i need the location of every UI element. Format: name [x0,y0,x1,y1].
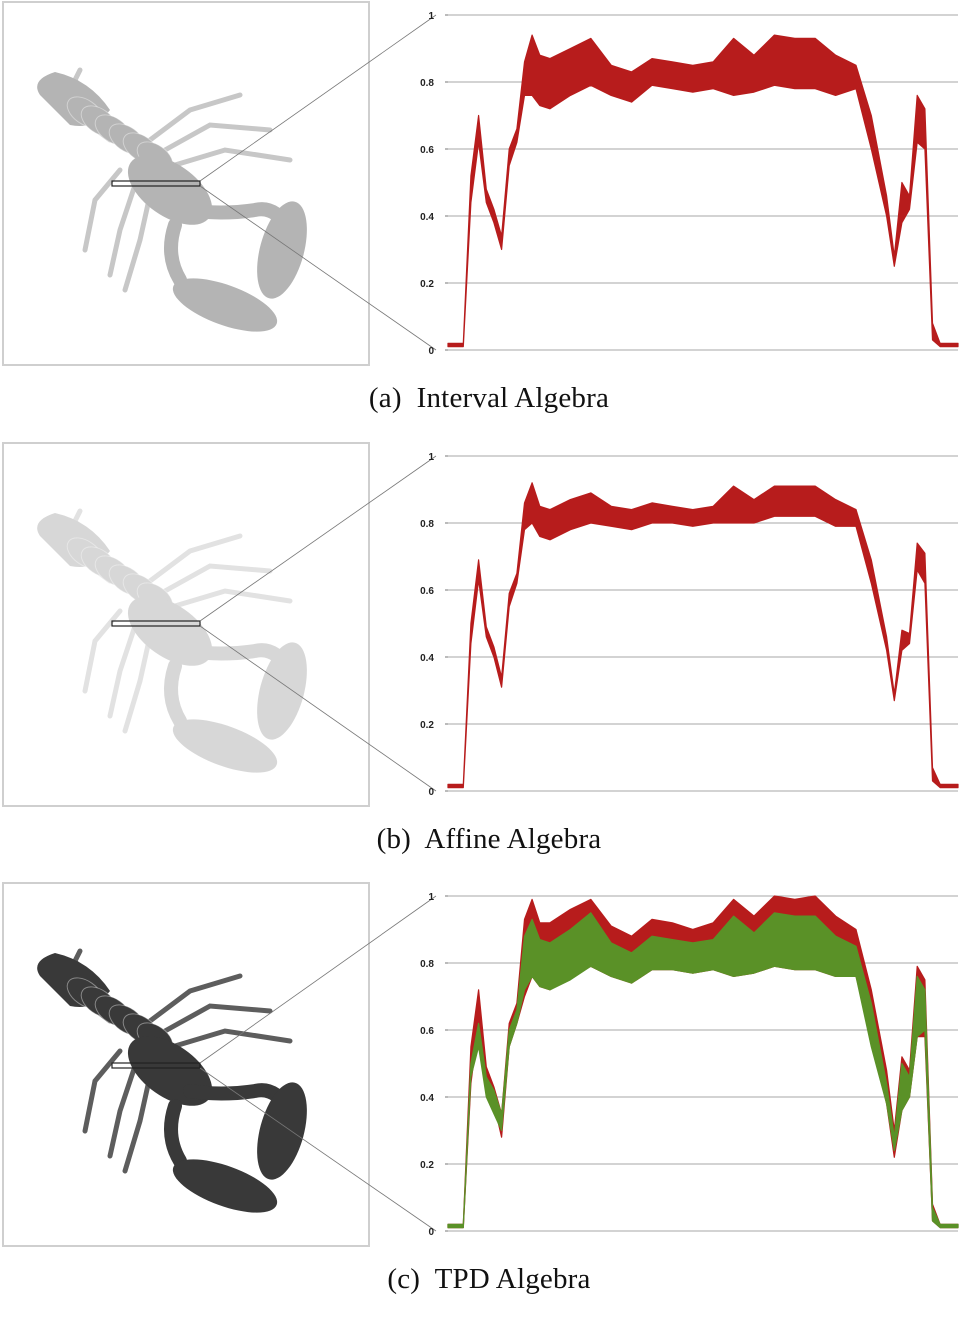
lobster-arm [164,1099,187,1168]
y-tick-label: 0.2 [420,1160,434,1171]
lobster-claw [172,719,278,773]
lobster-arm [164,659,187,728]
caption-label: (b) [376,823,412,855]
caption-text: Affine Algebra [424,823,602,855]
lobster-leg [107,182,138,278]
scanline-marker [111,180,201,187]
caption-text: Interval Algebra [416,382,610,414]
y-tick-label: 0 [428,787,434,798]
y-tick-label: 0.8 [420,78,434,89]
interval-band [447,34,959,348]
panel-a: 0 0.2 0.4 0.6 0.8 1 (a) Interval Algebra [0,0,978,440]
lobster-leg [172,1028,293,1049]
lobster-leg [122,633,153,734]
y-tick-label: 0 [428,346,434,357]
caption-text: TPD Algebra [434,1263,591,1295]
lobster-leg [147,533,243,584]
lobster-leg [82,167,123,253]
lobster-claw [257,201,307,299]
lobster-claw [257,642,307,740]
lobster-leg [172,147,293,168]
y-tick-label: 0.4 [420,653,434,664]
zoom-line-top [199,455,437,622]
y-tick-label: 0.2 [420,279,434,290]
scanline-marker [111,1062,201,1069]
y-tick-label: 0.4 [420,212,434,223]
zoom-line-top [199,895,437,1064]
y-tick-label: 0.2 [420,720,434,731]
lobster-claw [257,1082,307,1180]
lobster-leg [147,92,243,143]
zoom-line-top [199,14,437,182]
plot-area: 0 0.2 0.4 0.6 0.8 1 [420,892,959,1238]
lobster-leg [162,1003,273,1034]
tpd-band [447,912,959,1229]
y-tick-label: 0 [428,1227,434,1238]
lobster-leg [82,1048,123,1134]
caption-a: (a) Interval Algebra [0,382,978,415]
lobster-leg [162,563,273,594]
zoom-line-bottom [199,185,437,351]
scanline-marker [111,620,201,627]
lobster-render [37,948,307,1213]
caption-b: (b) Affine Algebra [0,823,978,856]
lobster-leg [147,973,243,1024]
zoom-line-bottom [199,625,437,792]
y-tick-label: 1 [428,892,434,903]
lobster-claw [172,278,278,332]
lobster-leg [107,623,138,719]
y-tick-label: 0.6 [420,586,434,597]
panel-c: 0 0.2 0.4 0.6 0.8 1 (c) TPD Algebra [0,881,978,1321]
lobster-leg [122,1073,153,1174]
interval-band [447,482,959,789]
caption-c: (c) TPD Algebra [0,1263,978,1296]
lobster-render [37,508,307,773]
caption-label: (a) [368,382,402,414]
y-tick-label: 1 [428,452,434,463]
y-tick-label: 0.8 [420,959,434,970]
lobster-leg [107,1063,138,1159]
lobster-leg [172,588,293,609]
figure-panel-a: 0 0.2 0.4 0.6 0.8 1 [2,1,959,366]
y-tick-label: 0.8 [420,519,434,530]
figure-panel-b: 0 0.2 0.4 0.6 0.8 1 [2,442,959,807]
y-tick-label: 1 [428,11,434,22]
figure-panel-c: 0 0.2 0.4 0.6 0.8 1 [2,882,959,1247]
y-tick-label: 0.4 [420,1093,434,1104]
zoom-line-bottom [199,1067,437,1232]
panel-b: 0 0.2 0.4 0.6 0.8 1 (b) Affine Algebra [0,441,978,881]
y-tick-label: 0.6 [420,1026,434,1037]
lobster-render [37,67,307,332]
y-tick-label: 0.6 [420,145,434,156]
lobster-claw [172,1159,278,1213]
caption-label: (c) [387,1263,421,1295]
plot-area: 0 0.2 0.4 0.6 0.8 1 [420,11,959,357]
lobster-arm [164,218,187,287]
lobster-leg [122,192,153,293]
plot-area: 0 0.2 0.4 0.6 0.8 1 [420,452,959,798]
lobster-leg [162,122,273,153]
